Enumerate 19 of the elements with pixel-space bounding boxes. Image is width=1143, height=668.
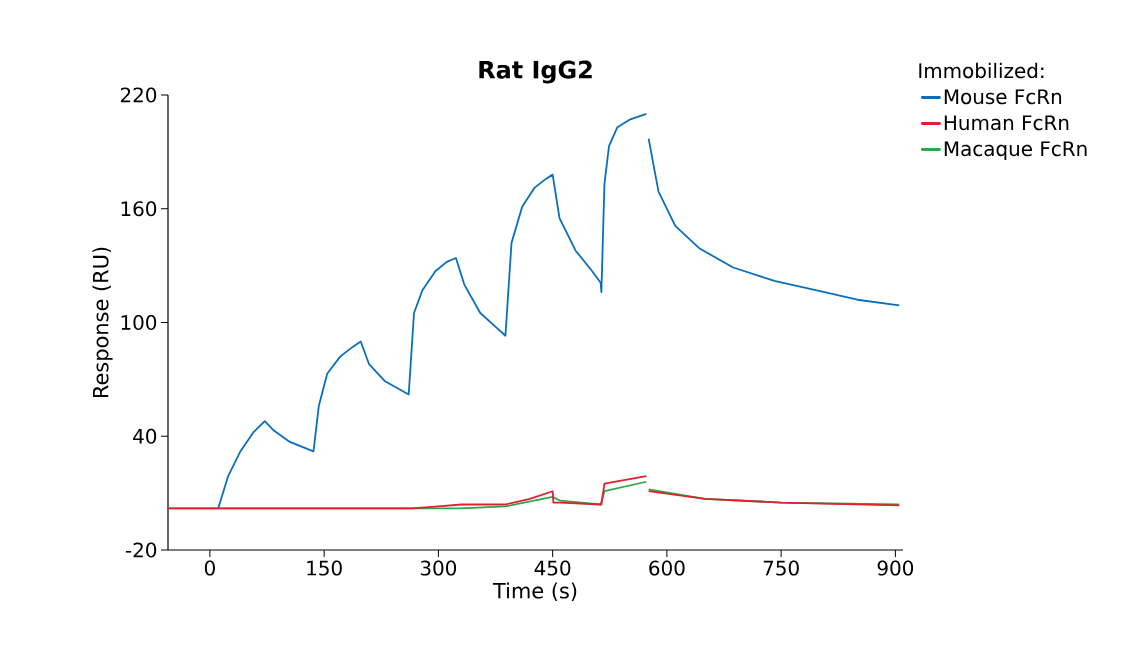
y-tick-label: -20 bbox=[125, 542, 157, 558]
y-tick-label: 160 bbox=[121, 201, 157, 217]
x-tick-label: 150 bbox=[307, 560, 342, 576]
y-axis-title: Response (RU) bbox=[92, 247, 113, 398]
x-tick-label: 0 bbox=[204, 560, 215, 576]
legend-label: Mouse FcRn bbox=[944, 89, 1062, 105]
x-tick-label: 750 bbox=[763, 560, 799, 576]
x-tick-label: 900 bbox=[877, 560, 914, 576]
y-tick-label: 220 bbox=[120, 87, 157, 103]
x-axis-title: Time (s) bbox=[492, 582, 577, 602]
legend-label: Human FcRn bbox=[944, 115, 1069, 131]
legend-title: Immobilized: bbox=[919, 62, 1044, 79]
x-tick-label: 300 bbox=[420, 560, 457, 576]
chart-title: Rat IgG2 bbox=[479, 60, 592, 84]
y-tick-label: 40 bbox=[133, 428, 157, 444]
x-tick-label: 600 bbox=[649, 560, 685, 576]
legend-label: Macaque FcRn bbox=[944, 141, 1087, 161]
y-tick-label: 100 bbox=[121, 314, 157, 331]
x-tick-label: 450 bbox=[534, 560, 571, 576]
